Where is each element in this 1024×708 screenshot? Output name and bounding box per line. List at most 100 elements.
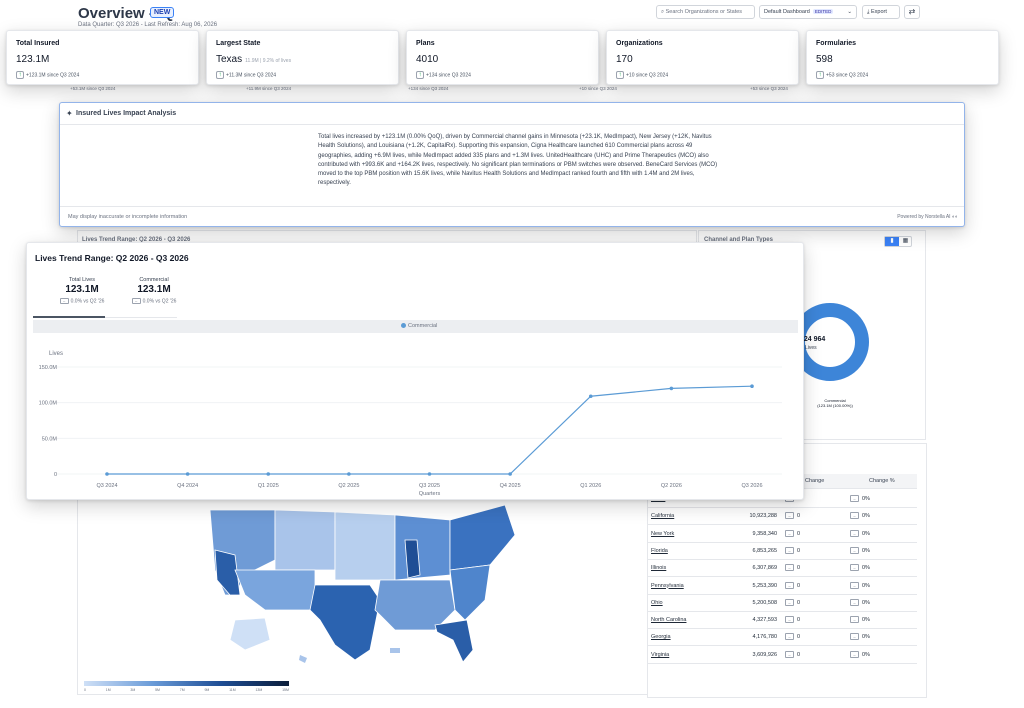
dash-icon: – xyxy=(785,598,794,606)
change-cell: –0 xyxy=(785,529,800,537)
stat-value: 598 xyxy=(816,54,833,65)
state-link[interactable]: Pennsylvania xyxy=(651,582,684,589)
stats-row: Total Insured 123.1M ↑ +123.1M since Q3 2… xyxy=(6,27,1006,89)
ai-analysis-header[interactable]: ✦ Insured Lives Impact Analysis xyxy=(60,103,964,125)
scale-label: 13M xyxy=(255,688,263,692)
th-change[interactable]: Change xyxy=(805,478,825,484)
ghost-change: +53.1M since Q3 2024 xyxy=(70,86,116,91)
state-link[interactable]: California xyxy=(651,513,675,520)
stat-card-largest-state[interactable]: Largest State Texas 11.9M | 9.2% of lives… xyxy=(206,30,399,85)
data-point xyxy=(669,386,674,391)
metric-label: Total Lives xyxy=(69,277,95,283)
donut-center-label: Lives xyxy=(805,345,817,351)
map-south xyxy=(374,579,456,631)
lives-value: 6,307,869 xyxy=(752,565,777,572)
stat-card-organizations[interactable]: Organizations 170 ↑ +10 since Q3 2024 xyxy=(606,30,799,85)
data-point xyxy=(508,472,512,476)
change-value: 0 xyxy=(797,599,801,606)
legend-item-commercial[interactable]: Commercial xyxy=(401,323,437,329)
change-pct-cell: –0% xyxy=(850,512,870,520)
x-tick-label: Q3 2024 xyxy=(96,483,117,489)
state-link[interactable]: New York xyxy=(651,530,675,537)
donut-center-value: 124 964 xyxy=(800,336,826,343)
search-icon: ⌕ xyxy=(661,9,665,15)
change-cell: –0 xyxy=(785,616,800,624)
x-tick-label: Q2 2025 xyxy=(338,483,359,489)
x-tick-label: Q3 2025 xyxy=(419,483,440,489)
stat-card-formularies[interactable]: Formularies 598 ↑ +53 since Q3 2024 xyxy=(806,30,999,85)
chart-view-icon[interactable]: ▮ xyxy=(885,237,899,246)
table-row[interactable]: California 10,923,288–0–0% xyxy=(647,508,917,526)
state-link[interactable]: Georgia xyxy=(651,634,671,641)
trend-title: Lives Trend Range: Q2 2026 - Q3 2026 xyxy=(35,253,189,263)
stat-change: ↑ +134 since Q3 2024 xyxy=(416,71,471,79)
stat-change: ↑ +123.1M since Q3 2024 xyxy=(16,71,79,79)
change-cell: –0 xyxy=(785,546,801,554)
change-value: 0 xyxy=(797,565,801,572)
norstella-logo-icon: ◐◐ xyxy=(951,214,958,220)
stat-card-plans[interactable]: Plans 4010 ↑ +134 since Q3 2024 xyxy=(406,30,599,85)
map-southeast xyxy=(449,564,491,621)
dash-icon: – xyxy=(785,529,794,537)
map-scale-labels: 0 1M 3M 5M 7M 9M 11M 13M 15M xyxy=(84,688,289,692)
export-button[interactable]: ⤓ Export xyxy=(862,5,900,19)
table-row[interactable]: Ohio 5,200,508–0–0% xyxy=(647,595,917,612)
table-row[interactable]: New York 9,358,340–0–0% xyxy=(647,526,917,543)
background-trend-title: Lives Trend Range: Q2 2026 - Q3 2026 xyxy=(82,237,191,243)
data-point xyxy=(427,472,432,476)
sparkle-icon: ✦ xyxy=(66,109,73,118)
state-link[interactable]: North Carolina xyxy=(651,617,687,624)
new-badge: NEW xyxy=(150,7,175,18)
ai-analysis-title: Insured Lives Impact Analysis xyxy=(76,110,177,117)
change-pct-value: 0% xyxy=(862,599,870,606)
trend-line-chart[interactable]: Lives 0 50.0M 100.0M 150.0M Q3 2024 Q4 2024 Q1 … xyxy=(27,339,805,499)
dash-icon: – xyxy=(850,633,859,641)
scale-label: 11M xyxy=(229,688,236,692)
us-map[interactable] xyxy=(205,500,535,680)
metric-commercial[interactable]: Commercial 123.1M –0.0% vs Q2 '26 xyxy=(119,277,189,304)
stat-value-text: 598 xyxy=(816,54,833,65)
state-link[interactable]: Illinois xyxy=(651,565,667,572)
stat-sub: 11.9M | 9.2% of lives xyxy=(245,58,292,64)
table-row[interactable]: Georgia 4,176,780–0–0% xyxy=(647,629,917,647)
table-row[interactable]: Pennsylvania 5,253,390–0–0% xyxy=(647,578,917,595)
y-axis-label: Lives xyxy=(49,351,63,357)
ai-powered-by: Powered by Norstella AI ◐◐ xyxy=(897,214,958,220)
map-color-scale xyxy=(84,681,289,686)
map-midwest xyxy=(394,514,451,581)
change-value: 0 xyxy=(797,547,801,554)
change-value: 0 xyxy=(797,513,801,520)
dash-icon: – xyxy=(785,650,794,658)
ai-analysis-text: Total lives increased by +123.1M (0.00% … xyxy=(318,134,718,187)
y-tick-label: 0 xyxy=(54,472,57,478)
metric-total-lives[interactable]: Total Lives 123.1M –0.0% vs Q2 '26 xyxy=(47,277,117,304)
chart-legend: Commercial xyxy=(33,320,798,333)
metric-change-text: 0.0% vs Q2 '26 xyxy=(70,298,105,305)
table-row[interactable]: North Carolina 4,327,593–0–0% xyxy=(647,612,917,630)
table-row[interactable]: Illinois 6,307,869–0–0% xyxy=(647,560,917,578)
dashboard-select[interactable]: Default Dashboard EDITED ⌄ xyxy=(759,5,857,19)
table-view-icon[interactable]: ▦ xyxy=(902,238,909,244)
th-change-pct[interactable]: Change % xyxy=(869,478,895,484)
search-input[interactable]: ⌕ Search Organizations or States xyxy=(656,5,755,19)
stat-card-total-insured[interactable]: Total Insured 123.1M ↑ +123.1M since Q3 2… xyxy=(6,30,199,85)
table-row[interactable]: Florida 6,853,265–0–0% xyxy=(647,543,917,560)
dash-icon: – xyxy=(785,616,794,624)
change-pct-value: 0% xyxy=(862,547,870,554)
arrow-up-icon: ↑ xyxy=(216,71,224,79)
tab-active-indicator xyxy=(33,316,105,318)
swap-icon[interactable]: ⇄ xyxy=(904,5,920,19)
dash-icon: – xyxy=(131,298,141,304)
view-toggle[interactable]: ▮ ▦ xyxy=(884,236,912,247)
scale-label: 0 xyxy=(84,688,86,692)
metric-label: Commercial xyxy=(139,277,169,283)
table-row[interactable]: Virginia 3,609,926–0–0% xyxy=(647,647,917,664)
x-tick-label: Q1 2025 xyxy=(258,483,279,489)
change-value: 0 xyxy=(797,651,801,658)
state-link[interactable]: Florida xyxy=(651,547,668,554)
change-pct-cell: –0% xyxy=(850,546,870,554)
state-link[interactable]: Ohio xyxy=(651,599,663,606)
change-pct-cell: –0% xyxy=(850,495,870,502)
dash-icon: – xyxy=(59,298,69,304)
state-link[interactable]: Virginia xyxy=(651,651,670,658)
